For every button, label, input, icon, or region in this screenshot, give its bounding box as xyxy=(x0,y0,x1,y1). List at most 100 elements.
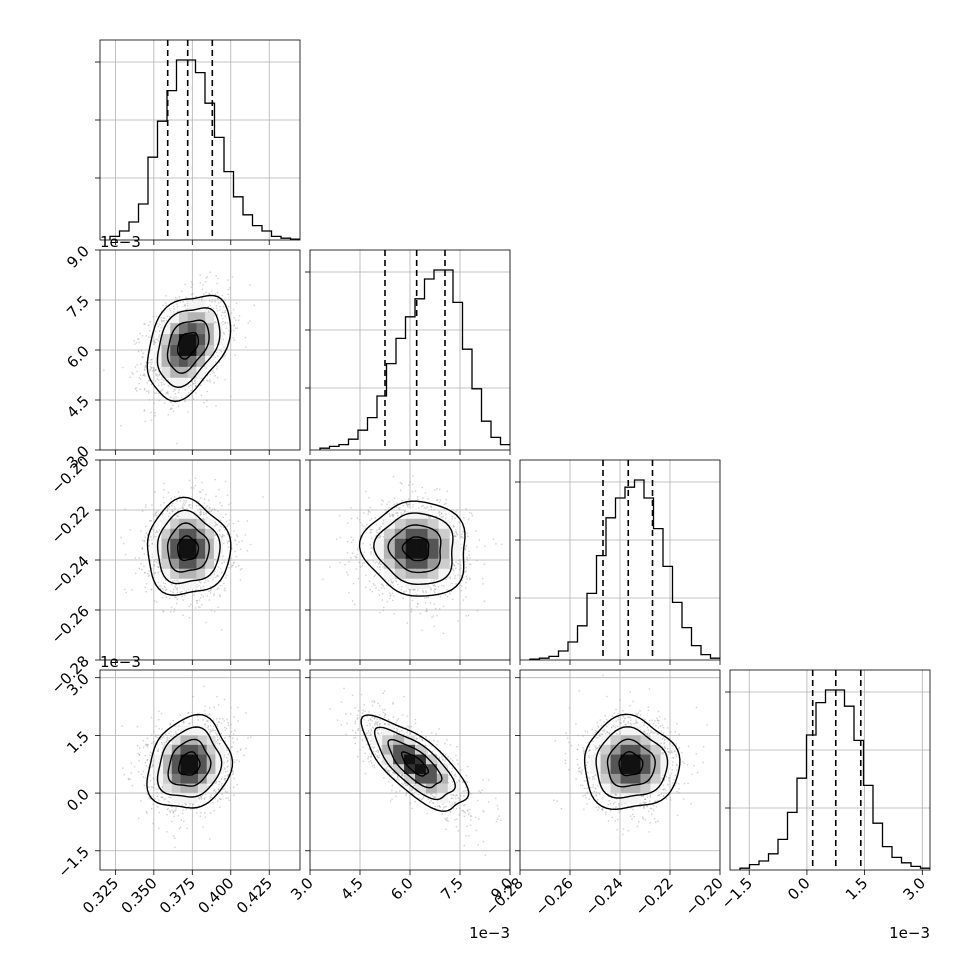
sample-point xyxy=(160,319,163,321)
sample-point xyxy=(217,738,219,741)
sample-point xyxy=(120,424,122,427)
sample-point xyxy=(461,533,463,535)
sample-point xyxy=(208,293,210,295)
sample-point xyxy=(154,341,156,344)
sample-point xyxy=(228,503,230,506)
sample-point xyxy=(142,352,144,354)
sample-point xyxy=(457,620,459,622)
sample-point xyxy=(393,503,395,506)
sample-point xyxy=(174,596,176,598)
sample-point xyxy=(138,377,141,379)
sample-point xyxy=(453,569,455,572)
sample-point xyxy=(225,526,228,528)
sample-point xyxy=(160,585,162,587)
sample-point xyxy=(209,590,212,592)
sample-point xyxy=(378,562,381,565)
sample-point xyxy=(175,602,178,605)
sample-point xyxy=(204,579,207,581)
sample-point xyxy=(453,564,455,567)
sample-point xyxy=(239,579,242,581)
sample-point xyxy=(224,777,227,780)
sample-point xyxy=(184,400,186,403)
sample-point xyxy=(378,572,380,574)
sample-point xyxy=(206,720,208,722)
sample-point xyxy=(153,560,156,562)
sample-point xyxy=(201,795,204,797)
sample-point xyxy=(194,591,196,594)
sample-point xyxy=(176,306,179,308)
sample-point xyxy=(455,535,457,538)
sample-point xyxy=(171,508,173,511)
sample-point xyxy=(468,550,470,553)
sample-point xyxy=(460,567,462,569)
sample-point xyxy=(152,370,154,372)
sample-point xyxy=(143,373,145,375)
sample-point xyxy=(213,789,215,792)
sample-point xyxy=(223,305,225,308)
sample-point xyxy=(233,530,235,532)
sample-point xyxy=(219,305,221,308)
sample-point xyxy=(196,505,198,507)
sample-point xyxy=(185,296,187,299)
sample-point xyxy=(409,589,411,592)
density-map xyxy=(372,508,461,589)
sample-point xyxy=(166,738,168,741)
sample-point xyxy=(202,517,205,520)
sample-point xyxy=(188,385,190,388)
sample-point xyxy=(359,566,362,568)
sample-point xyxy=(196,602,198,605)
sample-point xyxy=(456,509,459,511)
density-cell xyxy=(438,528,450,540)
density-cell xyxy=(196,568,206,579)
sample-point xyxy=(455,531,458,533)
sample-point xyxy=(203,513,205,516)
sample-point xyxy=(221,571,223,574)
sample-point xyxy=(172,580,174,583)
sample-point xyxy=(213,315,215,317)
sample-point xyxy=(344,564,346,566)
sample-point xyxy=(207,311,210,313)
sample-point xyxy=(173,608,176,610)
sample-point xyxy=(200,491,202,493)
sample-point xyxy=(210,310,212,312)
sample-point xyxy=(216,297,219,300)
sample-point xyxy=(167,507,169,509)
sample-point xyxy=(206,505,209,507)
sample-point xyxy=(236,535,239,538)
density-cell xyxy=(196,334,206,346)
density-cell xyxy=(205,568,215,579)
sample-point xyxy=(205,621,207,624)
sample-point xyxy=(148,399,151,401)
sample-point xyxy=(175,396,177,398)
density-cell xyxy=(394,518,407,530)
sample-point xyxy=(422,504,424,507)
sample-point xyxy=(199,606,201,608)
sample-point xyxy=(395,506,398,508)
sample-point xyxy=(156,601,158,603)
sample-point xyxy=(438,512,440,514)
sample-point xyxy=(135,387,137,389)
sample-point xyxy=(155,734,157,736)
sample-point xyxy=(163,402,166,404)
sample-point xyxy=(369,588,371,591)
sample-point xyxy=(416,593,418,596)
sample-point xyxy=(200,299,203,302)
histogram-step xyxy=(109,59,300,240)
sample-point xyxy=(439,499,441,501)
density-cell xyxy=(383,518,396,530)
sample-point xyxy=(168,737,170,739)
sample-point xyxy=(202,284,204,286)
sample-point xyxy=(148,392,150,394)
sample-point xyxy=(453,563,455,565)
sample-point xyxy=(218,529,221,532)
sample-point xyxy=(240,568,243,570)
sample-point xyxy=(215,534,217,537)
sample-point xyxy=(147,575,150,577)
sample-point xyxy=(163,482,165,485)
sample-point xyxy=(205,506,208,508)
sample-point xyxy=(465,570,467,572)
sample-point xyxy=(408,498,410,500)
sample-point xyxy=(169,408,172,410)
sample-point xyxy=(483,600,486,602)
sample-point xyxy=(372,547,374,549)
